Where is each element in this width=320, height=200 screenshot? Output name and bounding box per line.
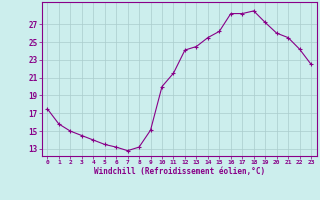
X-axis label: Windchill (Refroidissement éolien,°C): Windchill (Refroidissement éolien,°C) — [94, 167, 265, 176]
